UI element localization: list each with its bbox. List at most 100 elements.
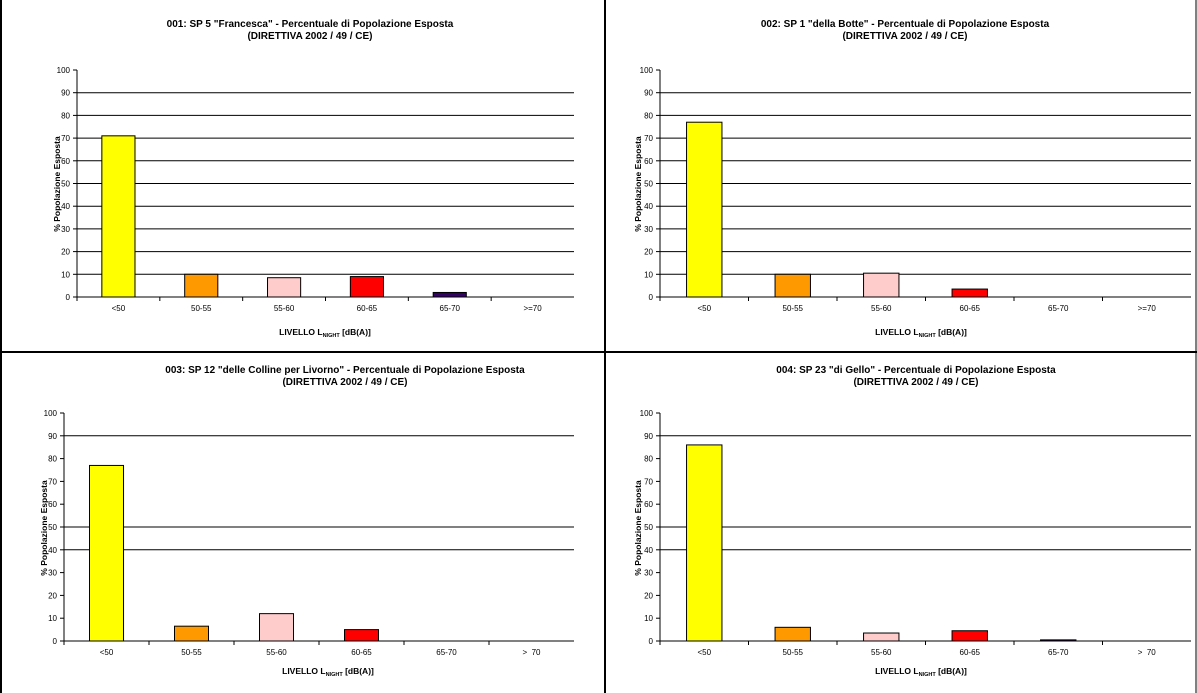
x-tick-label: <50 [112, 304, 126, 313]
bar-65-70 [432, 291, 467, 298]
x-axis-label: LIVELLO LNIGHT [dB(A)] [279, 327, 371, 339]
y-tick-label: 70 [644, 477, 653, 486]
y-tick-label: 50 [644, 523, 653, 532]
y-tick-label: 90 [61, 89, 70, 98]
y-tick-label: 80 [48, 455, 57, 464]
y-tick-label: 30 [644, 569, 653, 578]
y-tick-label: 60 [61, 157, 70, 166]
y-tick-label: 10 [644, 614, 653, 623]
y-tick-label: 100 [640, 66, 654, 75]
y-axis-label: % Popolazione Esposta [633, 136, 643, 232]
chart-title: 003: SP 12 "delle Colline per Livorno" -… [165, 365, 525, 376]
y-tick-label: 30 [61, 225, 70, 234]
chart-title: 002: SP 1 "della Botte" - Percentuale di… [761, 19, 1050, 30]
bar--50 [686, 121, 723, 298]
y-tick-label: 20 [61, 248, 70, 257]
x-tick-label: <50 [100, 648, 114, 657]
x-tick-label: 55-60 [274, 304, 295, 313]
x-tick-label: 65-70 [436, 648, 457, 657]
x-tick-label: 65-70 [440, 304, 461, 313]
y-tick-label: 60 [644, 500, 653, 509]
chart-panel-001: 001: SP 5 "Francesca" - Percentuale di P… [52, 19, 574, 339]
x-tick-label: 55-60 [871, 304, 892, 313]
x-tick-label: 60-65 [960, 304, 981, 313]
chart-subtitle: (DIRETTIVA 2002 / 49 / CE) [282, 377, 407, 388]
y-tick-label: 100 [44, 409, 58, 418]
bar-60-65 [344, 629, 379, 642]
y-tick-label: 10 [48, 614, 57, 623]
x-tick-label: 50-55 [783, 304, 804, 313]
y-tick-label: 80 [61, 111, 70, 120]
y-axis-label: % Popolazione Esposta [39, 480, 49, 576]
x-axis-label-subscript: NIGHT [326, 672, 344, 678]
x-tick-label: 55-60 [266, 648, 287, 657]
y-tick-label: 20 [48, 591, 57, 600]
x-tick-label: 60-65 [960, 648, 981, 657]
bar--50 [101, 135, 136, 298]
y-tick-label: 80 [644, 455, 653, 464]
x-tick-label: 60-65 [351, 648, 372, 657]
x-axis-label-unit: [dB(A)] [340, 327, 371, 337]
y-tick-label: 50 [48, 523, 57, 532]
x-tick-label: > 70 [1138, 648, 1157, 657]
x-axis-label-unit: [dB(A)] [936, 666, 967, 676]
y-tick-label: 90 [644, 432, 653, 441]
y-tick-label: 60 [644, 157, 653, 166]
x-tick-label: 50-55 [783, 648, 804, 657]
x-tick-label: <50 [697, 304, 711, 313]
y-tick-label: 90 [48, 432, 57, 441]
x-axis-label-subscript: NIGHT [919, 672, 937, 678]
x-axis-label-subscript: NIGHT [919, 333, 937, 339]
x-tick-label: > 70 [522, 648, 541, 657]
x-tick-label: 50-55 [191, 304, 212, 313]
y-tick-label: 50 [644, 180, 653, 189]
x-axis-label: LIVELLO LNIGHT [dB(A)] [875, 666, 967, 678]
bar-60-65 [349, 276, 384, 298]
y-tick-label: 80 [644, 111, 653, 120]
y-axis-label: % Popolazione Esposta [633, 480, 643, 576]
y-tick-label: 50 [61, 180, 70, 189]
x-tick-label: 65-70 [1048, 304, 1069, 313]
bar-60-65 [951, 288, 988, 298]
y-tick-label: 70 [644, 134, 653, 143]
plot-area: 0 10 20 30 40 50 60 70 80 90 100 <50 50-55 55-60 60-65… [640, 409, 1191, 657]
bar--50 [686, 444, 723, 642]
bar-55-60 [863, 632, 900, 642]
y-tick-label: 10 [61, 270, 70, 279]
plot-area: 0 10 20 30 40 50 60 70 80 90 100 <50 50-55 55-60 60-65… [640, 66, 1191, 313]
x-tick-label: <50 [697, 648, 711, 657]
y-tick-label: 30 [644, 225, 653, 234]
bar-60-65 [951, 630, 988, 642]
chart-panel-002: 002: SP 1 "della Botte" - Percentuale di… [633, 19, 1191, 339]
y-tick-label: 60 [48, 500, 57, 509]
y-tick-label: 40 [644, 546, 653, 555]
bar-50-55 [774, 273, 811, 298]
bar--50 [89, 464, 124, 642]
y-tick-label: 0 [53, 637, 58, 646]
y-tick-label: 0 [66, 293, 71, 302]
bar-55-60 [259, 613, 294, 642]
x-axis-label: LIVELLO LNIGHT [dB(A)] [282, 666, 374, 678]
y-tick-label: 100 [640, 409, 654, 418]
x-tick-label: 65-70 [1048, 648, 1069, 657]
bar-50-55 [174, 625, 209, 642]
y-axis-label: % Popolazione Esposta [52, 136, 62, 232]
y-tick-label: 100 [57, 66, 71, 75]
chart-title: 001: SP 5 "Francesca" - Percentuale di P… [167, 19, 454, 30]
chart-subtitle: (DIRETTIVA 2002 / 49 / CE) [853, 377, 978, 388]
x-tick-label: 50-55 [181, 648, 202, 657]
x-tick-label: 60-65 [357, 304, 378, 313]
y-tick-label: 40 [61, 202, 70, 211]
y-tick-label: 30 [48, 569, 57, 578]
x-axis-label-unit: [dB(A)] [936, 327, 967, 337]
y-tick-label: 20 [644, 248, 653, 257]
bar-55-60 [267, 277, 302, 298]
plot-area: 0 10 20 30 40 50 60 70 80 90 100 <50 50-55 55-60 60-65… [57, 66, 574, 313]
x-tick-label: >=70 [523, 304, 542, 313]
x-axis-label: LIVELLO LNIGHT [dB(A)] [875, 327, 967, 339]
y-tick-label: 70 [48, 477, 57, 486]
y-tick-label: 90 [644, 89, 653, 98]
plot-area: 0 10 20 30 40 50 60 70 80 90 100 <50 50-55 55-60 60-65… [44, 409, 574, 657]
bar-50-55 [184, 273, 219, 298]
